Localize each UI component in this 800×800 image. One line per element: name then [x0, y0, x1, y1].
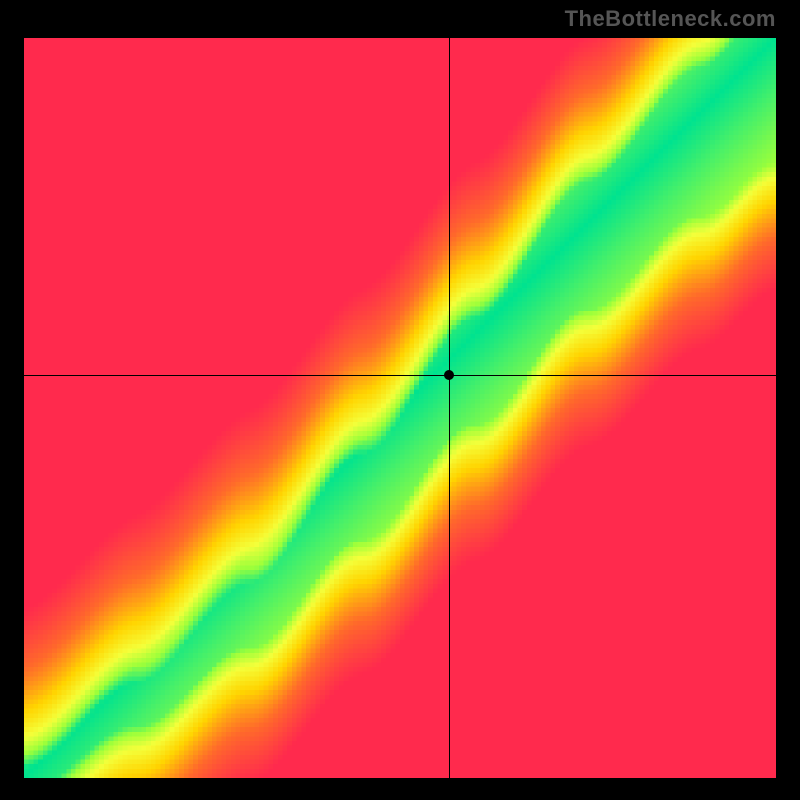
crosshair-horizontal — [24, 375, 776, 376]
crosshair-marker — [444, 370, 454, 380]
crosshair-vertical — [449, 38, 450, 778]
bottleneck-heatmap — [24, 38, 776, 778]
plot-area — [24, 38, 776, 778]
watermark-text: TheBottleneck.com — [565, 6, 776, 32]
chart-frame: TheBottleneck.com — [0, 0, 800, 800]
